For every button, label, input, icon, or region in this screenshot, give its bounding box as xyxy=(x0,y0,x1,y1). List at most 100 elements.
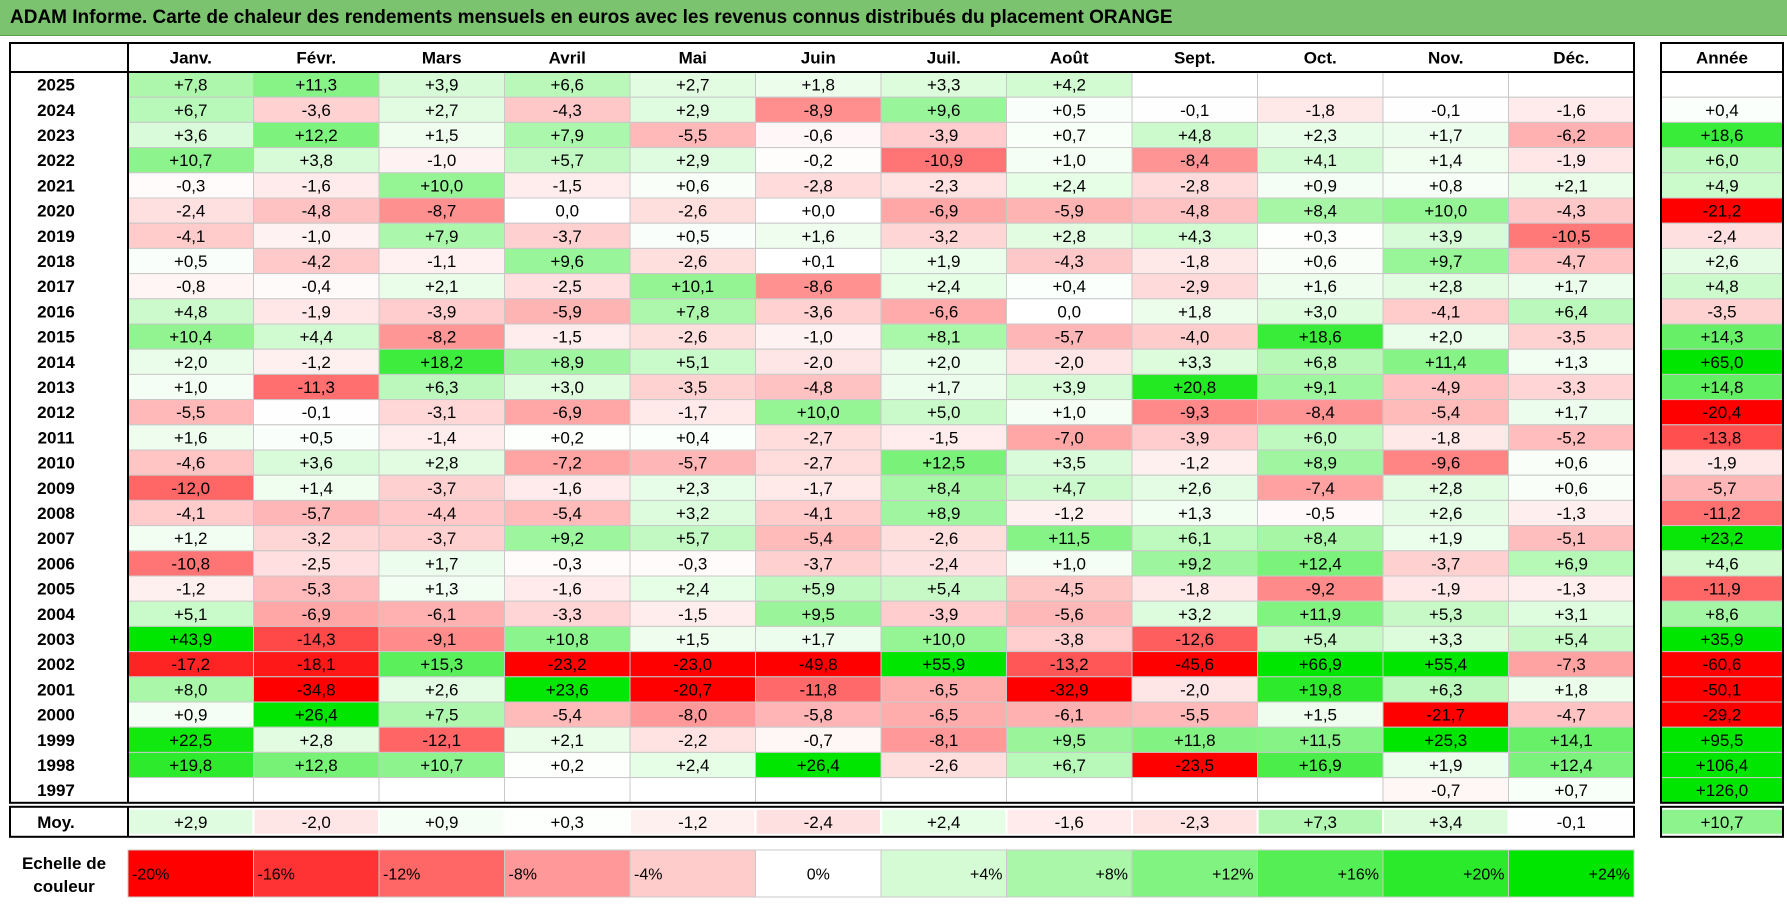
heatmap-cell xyxy=(755,273,882,300)
heatmap-cell xyxy=(629,399,757,426)
average-value: +2,9 xyxy=(174,813,208,832)
heatmap-cell xyxy=(1005,777,1133,804)
cell-value: +1,7 xyxy=(927,378,961,397)
heatmap-cell xyxy=(1507,651,1635,678)
heatmap-cell xyxy=(504,525,631,552)
cell-value: -3,5 xyxy=(1557,328,1586,347)
heatmap-cell xyxy=(253,751,380,779)
cell-value: -0,1 xyxy=(1180,101,1209,120)
cell-value: +1,7 xyxy=(801,630,835,649)
title-bar: ADAM Informe. Carte de chaleur des rende… xyxy=(0,0,1787,36)
heatmap-cell xyxy=(127,298,255,325)
cell-value: -2,0 xyxy=(804,353,833,372)
annual-cell xyxy=(1660,71,1784,98)
heatmap-cell xyxy=(1256,651,1384,678)
cell-value: +5,4 xyxy=(1554,630,1588,649)
cell-value: -4,6 xyxy=(176,454,205,473)
cell-value: +1,0 xyxy=(1052,151,1086,170)
heatmap-cell xyxy=(1256,751,1384,779)
heatmap-cell xyxy=(504,676,631,703)
average-value: -2,4 xyxy=(804,813,833,832)
cell-value: +0,9 xyxy=(174,706,208,725)
annual-value: -20,4 xyxy=(1703,403,1742,422)
cell-value: +26,4 xyxy=(797,756,840,775)
cell-value: -0,3 xyxy=(553,554,582,573)
cell-value: +0,4 xyxy=(1052,277,1086,296)
heatmap-cell xyxy=(1256,575,1384,602)
average-value: +0,3 xyxy=(550,813,584,832)
cell-value: -2,7 xyxy=(804,454,833,473)
heatmap-cell xyxy=(253,96,380,123)
cell-value: -2,0 xyxy=(1180,680,1209,699)
cell-value: +0,6 xyxy=(1554,454,1588,473)
cell-value: -9,1 xyxy=(427,630,456,649)
heatmap-cell xyxy=(880,777,1007,804)
heatmap-cell xyxy=(1256,222,1384,249)
year-label: 2022 xyxy=(37,151,75,170)
cell-value: +1,5 xyxy=(1303,706,1337,725)
month-header-11: Nov. xyxy=(1428,48,1464,67)
cell-value: +19,8 xyxy=(169,756,212,775)
cell-value: -1,9 xyxy=(1431,580,1460,599)
cell-value: +10,4 xyxy=(169,328,212,347)
heatmap-cell xyxy=(1131,600,1258,627)
annual-cell xyxy=(1660,96,1784,123)
cell-value: +9,2 xyxy=(1178,554,1212,573)
year-label: 2007 xyxy=(37,529,75,548)
cell-value: +5,1 xyxy=(174,605,208,624)
heatmap-cell xyxy=(378,197,506,224)
heatmap-cell xyxy=(880,172,1007,199)
year-label: 2009 xyxy=(37,479,75,498)
heatmap-cell xyxy=(1382,550,1509,577)
heatmap-cell xyxy=(880,323,1007,350)
cell-value: +1,6 xyxy=(801,227,835,246)
heatmap-cell xyxy=(378,348,506,375)
cell-value: -4,7 xyxy=(1557,706,1586,725)
heatmap-cell xyxy=(1131,701,1258,728)
cell-value: -5,7 xyxy=(302,504,331,523)
cell-value: -2,9 xyxy=(1180,277,1209,296)
cell-value: -5,8 xyxy=(804,706,833,725)
cell-value: +0,8 xyxy=(1429,176,1463,195)
scale-swatch xyxy=(1382,849,1509,898)
heatmap-cell xyxy=(127,550,255,577)
month-header-5: Mai xyxy=(679,48,707,67)
average-cell xyxy=(1007,809,1131,834)
heatmap-cell xyxy=(629,777,757,804)
cell-value: +10,8 xyxy=(546,630,589,649)
cell-value: -1,7 xyxy=(678,403,707,422)
cell-value: -5,7 xyxy=(678,454,707,473)
year-label: 1998 xyxy=(37,756,75,775)
average-cell xyxy=(380,809,504,834)
cell-value: -4,8 xyxy=(804,378,833,397)
scale-label: -4% xyxy=(634,867,662,884)
year-label: 2025 xyxy=(37,76,75,95)
cell-value: -1,0 xyxy=(427,151,456,170)
cell-value: -1,0 xyxy=(804,328,833,347)
cell-value: -5,2 xyxy=(1557,428,1586,447)
annual-cell xyxy=(1660,273,1784,300)
heatmap-cell xyxy=(1005,222,1133,249)
cell-value: -10,9 xyxy=(924,151,963,170)
year-label: 2016 xyxy=(37,302,75,321)
average-value: -2,0 xyxy=(302,813,331,832)
heatmap-cell xyxy=(1382,172,1509,199)
cell-value: +3,5 xyxy=(1052,454,1086,473)
heatmap-cell xyxy=(378,273,506,300)
cell-value: +11,4 xyxy=(1425,353,1467,372)
scale-swatch xyxy=(378,849,505,898)
cell-value: -49,8 xyxy=(799,655,838,674)
month-header-9: Sept. xyxy=(1174,48,1216,67)
cell-value: +2,7 xyxy=(425,101,459,120)
color-scale-label-line2: couleur xyxy=(33,877,95,896)
heatmap-cell xyxy=(1507,424,1635,451)
heatmap-cell xyxy=(629,550,757,577)
cell-value: +6,0 xyxy=(1303,428,1337,447)
heatmap-cell xyxy=(755,651,882,678)
heatmap-cell xyxy=(1131,575,1258,602)
cell-value: -10,5 xyxy=(1552,227,1591,246)
heatmap-cell xyxy=(1131,625,1258,653)
cell-value: +1,7 xyxy=(1554,403,1588,422)
cell-value: +7,8 xyxy=(174,76,208,95)
heatmap-cell xyxy=(127,625,255,653)
